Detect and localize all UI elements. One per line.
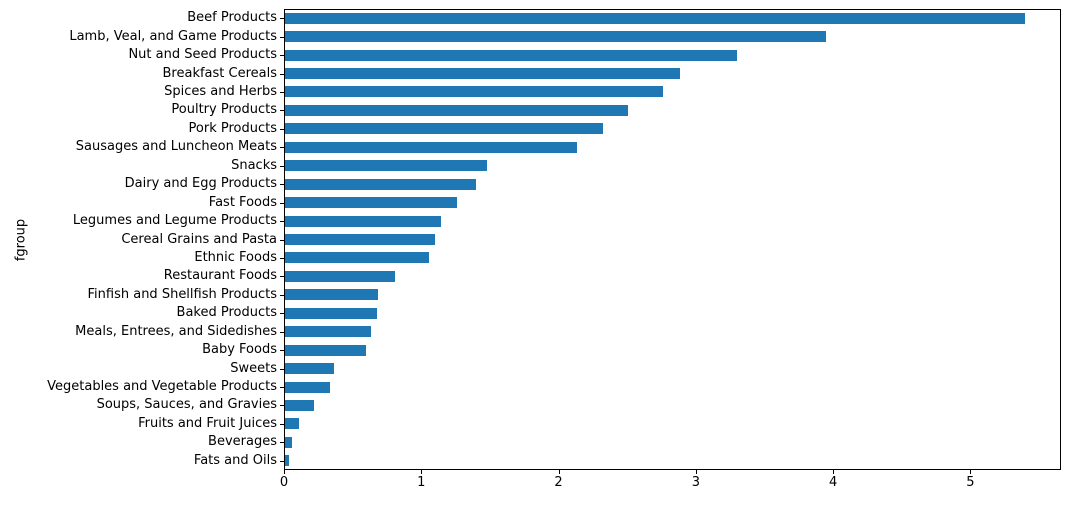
bar (285, 160, 487, 172)
x-tick-mark (833, 470, 835, 474)
x-tick-label: 3 (691, 475, 700, 490)
category-label: Beverages (208, 434, 277, 450)
x-tick-mark (421, 470, 423, 474)
category-label: Legumes and Legume Products (72, 213, 277, 229)
x-tick-mark (558, 470, 560, 474)
y-tick-mark (280, 147, 284, 149)
category-label: Cereal Grains and Pasta (121, 231, 277, 247)
y-tick-mark (280, 387, 284, 389)
bar (285, 49, 737, 61)
x-tick-mark (284, 470, 285, 474)
category-label: Breakfast Cereals (162, 65, 278, 81)
y-tick-mark (280, 331, 284, 333)
category-label: Nut and Seed Products (128, 47, 277, 63)
category-label: Fast Foods (208, 194, 277, 210)
bar (285, 326, 372, 338)
bar (285, 104, 629, 116)
category-label: Snacks (231, 157, 277, 173)
category-label: Beef Products (187, 10, 277, 26)
y-tick-mark (280, 423, 284, 425)
bar (285, 234, 435, 245)
category-label: Ethnic Foods (194, 249, 277, 265)
y-tick-mark (280, 18, 284, 20)
x-tick-label: 0 (279, 475, 289, 490)
category-label: Sweets (230, 360, 277, 376)
y-tick-mark (280, 73, 284, 75)
y-tick-mark (280, 239, 284, 241)
y-tick-mark (280, 91, 284, 93)
y-tick-mark (280, 36, 284, 38)
category-label: Pork Products (188, 120, 277, 136)
y-tick-mark (280, 221, 284, 223)
x-tick-mark (970, 470, 972, 474)
bar (285, 68, 681, 80)
y-tick-mark (280, 202, 284, 204)
x-tick-mark (695, 470, 697, 474)
bar (285, 418, 299, 430)
category-label: Fruits and Fruit Juices (138, 415, 277, 431)
bar (285, 436, 292, 448)
y-axis-category-labels: Beef Products Lamb, Veal, and Game Produc… (0, 9, 277, 470)
bar (285, 123, 604, 135)
x-tick-label: 4 (828, 475, 838, 490)
bar (285, 252, 430, 264)
bar (285, 31, 826, 43)
y-tick-mark (280, 405, 284, 407)
bar (285, 215, 442, 227)
y-tick-mark (280, 165, 284, 167)
bar (285, 86, 663, 98)
category-label: Baked Products (176, 305, 277, 321)
y-tick-mark (280, 110, 284, 112)
category-label: Baby Foods (202, 342, 277, 358)
x-tick-label: 5 (966, 475, 975, 490)
bar (285, 399, 314, 411)
bar (285, 381, 331, 393)
y-tick-mark (280, 442, 284, 444)
y-tick-mark (280, 184, 284, 186)
category-label: Soups, Sauces, and Gravies (96, 397, 277, 413)
category-label: Finfish and Shellfish Products (87, 286, 277, 302)
category-label: Poultry Products (171, 102, 277, 118)
bar (285, 141, 578, 153)
y-tick-mark (280, 460, 284, 462)
plot-area (284, 9, 1061, 470)
x-tick-label: 2 (554, 475, 563, 490)
category-label: Sausages and Luncheon Meats (75, 139, 277, 155)
y-tick-mark (280, 368, 284, 370)
bar (285, 455, 290, 467)
y-tick-mark (280, 128, 284, 130)
bar (285, 197, 457, 209)
bar (285, 344, 366, 356)
y-tick-mark (280, 350, 284, 352)
y-tick-mark (280, 55, 284, 57)
category-label: Lamb, Veal, and Game Products (69, 28, 277, 44)
y-tick-mark (280, 313, 284, 315)
x-tick-label: 1 (417, 475, 426, 490)
category-label: Restaurant Foods (163, 268, 277, 284)
category-label: Vegetables and Vegetable Products (47, 379, 277, 395)
bar (285, 270, 395, 282)
y-tick-mark (280, 276, 284, 278)
y-tick-mark (280, 294, 284, 296)
category-label: Dairy and Egg Products (124, 176, 277, 192)
bar (285, 12, 1025, 24)
bar (285, 178, 476, 190)
bar (285, 307, 377, 319)
bar (285, 289, 379, 301)
bar (285, 363, 335, 375)
category-label: Spices and Herbs (164, 83, 277, 99)
category-label: Fats and Oils (193, 452, 277, 468)
y-tick-mark (280, 257, 284, 259)
category-label: Meals, Entrees, and Sidedishes (75, 323, 277, 339)
